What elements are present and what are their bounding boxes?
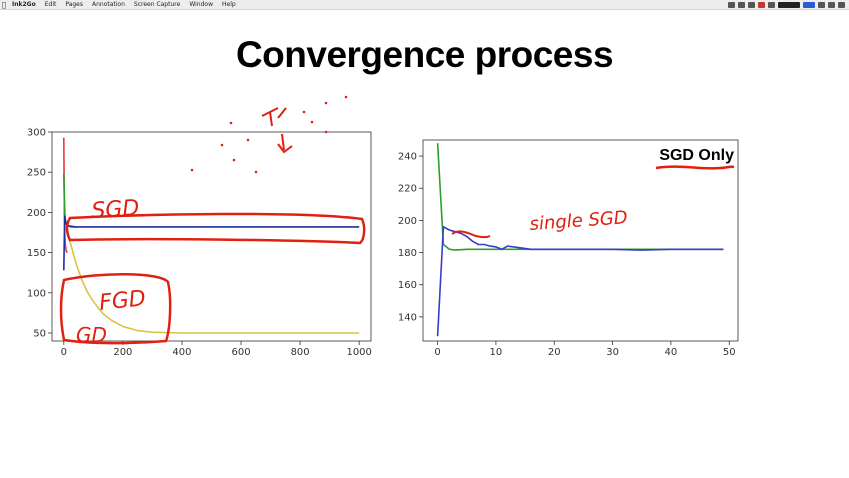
- plot-frame: [422, 139, 739, 342]
- y-tick-label: 140: [398, 312, 417, 323]
- y-tick-label: 200: [398, 216, 417, 227]
- status-icon[interactable]: [803, 1, 815, 8]
- y-tick-label: 240: [398, 152, 417, 163]
- y-tick-label: 180: [398, 248, 417, 259]
- x-tick-label: 50: [723, 347, 736, 358]
- ink-fgd-label: FGD: [98, 286, 147, 316]
- menu-extras-icon[interactable]: [838, 1, 845, 8]
- record-icon[interactable]: [758, 1, 765, 8]
- y-tick-label: 200: [27, 208, 46, 219]
- ink-fgd-box: [59, 272, 172, 345]
- x-tick-label: 20: [548, 347, 561, 358]
- status-icon[interactable]: [778, 1, 800, 8]
- series-line-0: [63, 212, 360, 334]
- x-tick-label: 40: [665, 347, 678, 358]
- x-tick-label: 30: [606, 347, 619, 358]
- status-icon[interactable]: [768, 1, 775, 8]
- y-tick-label: 160: [398, 280, 417, 291]
- x-tick-label: 200: [113, 347, 132, 358]
- y-tick-label: 220: [398, 184, 417, 195]
- menu-edit[interactable]: Edit: [44, 1, 57, 8]
- users-icon[interactable]: [828, 1, 835, 8]
- menu-screen-capture[interactable]: Screen Capture: [133, 1, 181, 8]
- menu-annotation[interactable]: Annotation: [92, 1, 125, 8]
- ink-sgd-label: SGD: [91, 196, 141, 224]
- x-tick-label: 10: [490, 347, 503, 358]
- ink-single-sgd-label: single SGD: [529, 207, 628, 235]
- ink-gd-label: GD: [76, 323, 107, 347]
- y-tick-label: 100: [27, 288, 46, 299]
- status-icon[interactable]: [748, 1, 755, 8]
- chart-title: SGD Only: [659, 147, 734, 164]
- x-tick-label: 800: [291, 347, 310, 358]
- ink-dots: [190, 95, 348, 174]
- status-area: [728, 1, 845, 8]
- ink-arrow: [261, 107, 293, 154]
- plot-frame: [51, 131, 372, 342]
- x-tick-label: 1000: [346, 347, 371, 358]
- status-icon[interactable]: [738, 1, 745, 8]
- y-tick-label: 250: [27, 168, 46, 179]
- menubar:  Ink2Go Edit Pages Annotation Screen Ca…: [0, 0, 849, 10]
- y-tick-label: 150: [27, 248, 46, 259]
- slide-title: Convergence process: [235, 34, 614, 75]
- ink-underline: [655, 165, 735, 170]
- clock-icon[interactable]: [818, 1, 825, 8]
- x-tick-label: 400: [172, 347, 191, 358]
- ink-sgd-box: [65, 212, 366, 245]
- menu-window[interactable]: Window: [189, 1, 213, 8]
- menu-help[interactable]: Help: [221, 1, 236, 8]
- apple-icon[interactable]: : [2, 1, 10, 9]
- menu-pages[interactable]: Pages: [65, 1, 83, 8]
- status-icon[interactable]: [728, 1, 735, 8]
- x-tick-label: 600: [231, 347, 250, 358]
- menu-app-name[interactable]: Ink2Go: [12, 1, 36, 8]
- x-tick-label: 0: [61, 347, 67, 358]
- ink-scribble: [451, 230, 491, 239]
- x-tick-label: 0: [434, 347, 440, 358]
- y-tick-label: 300: [27, 128, 46, 139]
- y-tick-label: 50: [33, 328, 46, 339]
